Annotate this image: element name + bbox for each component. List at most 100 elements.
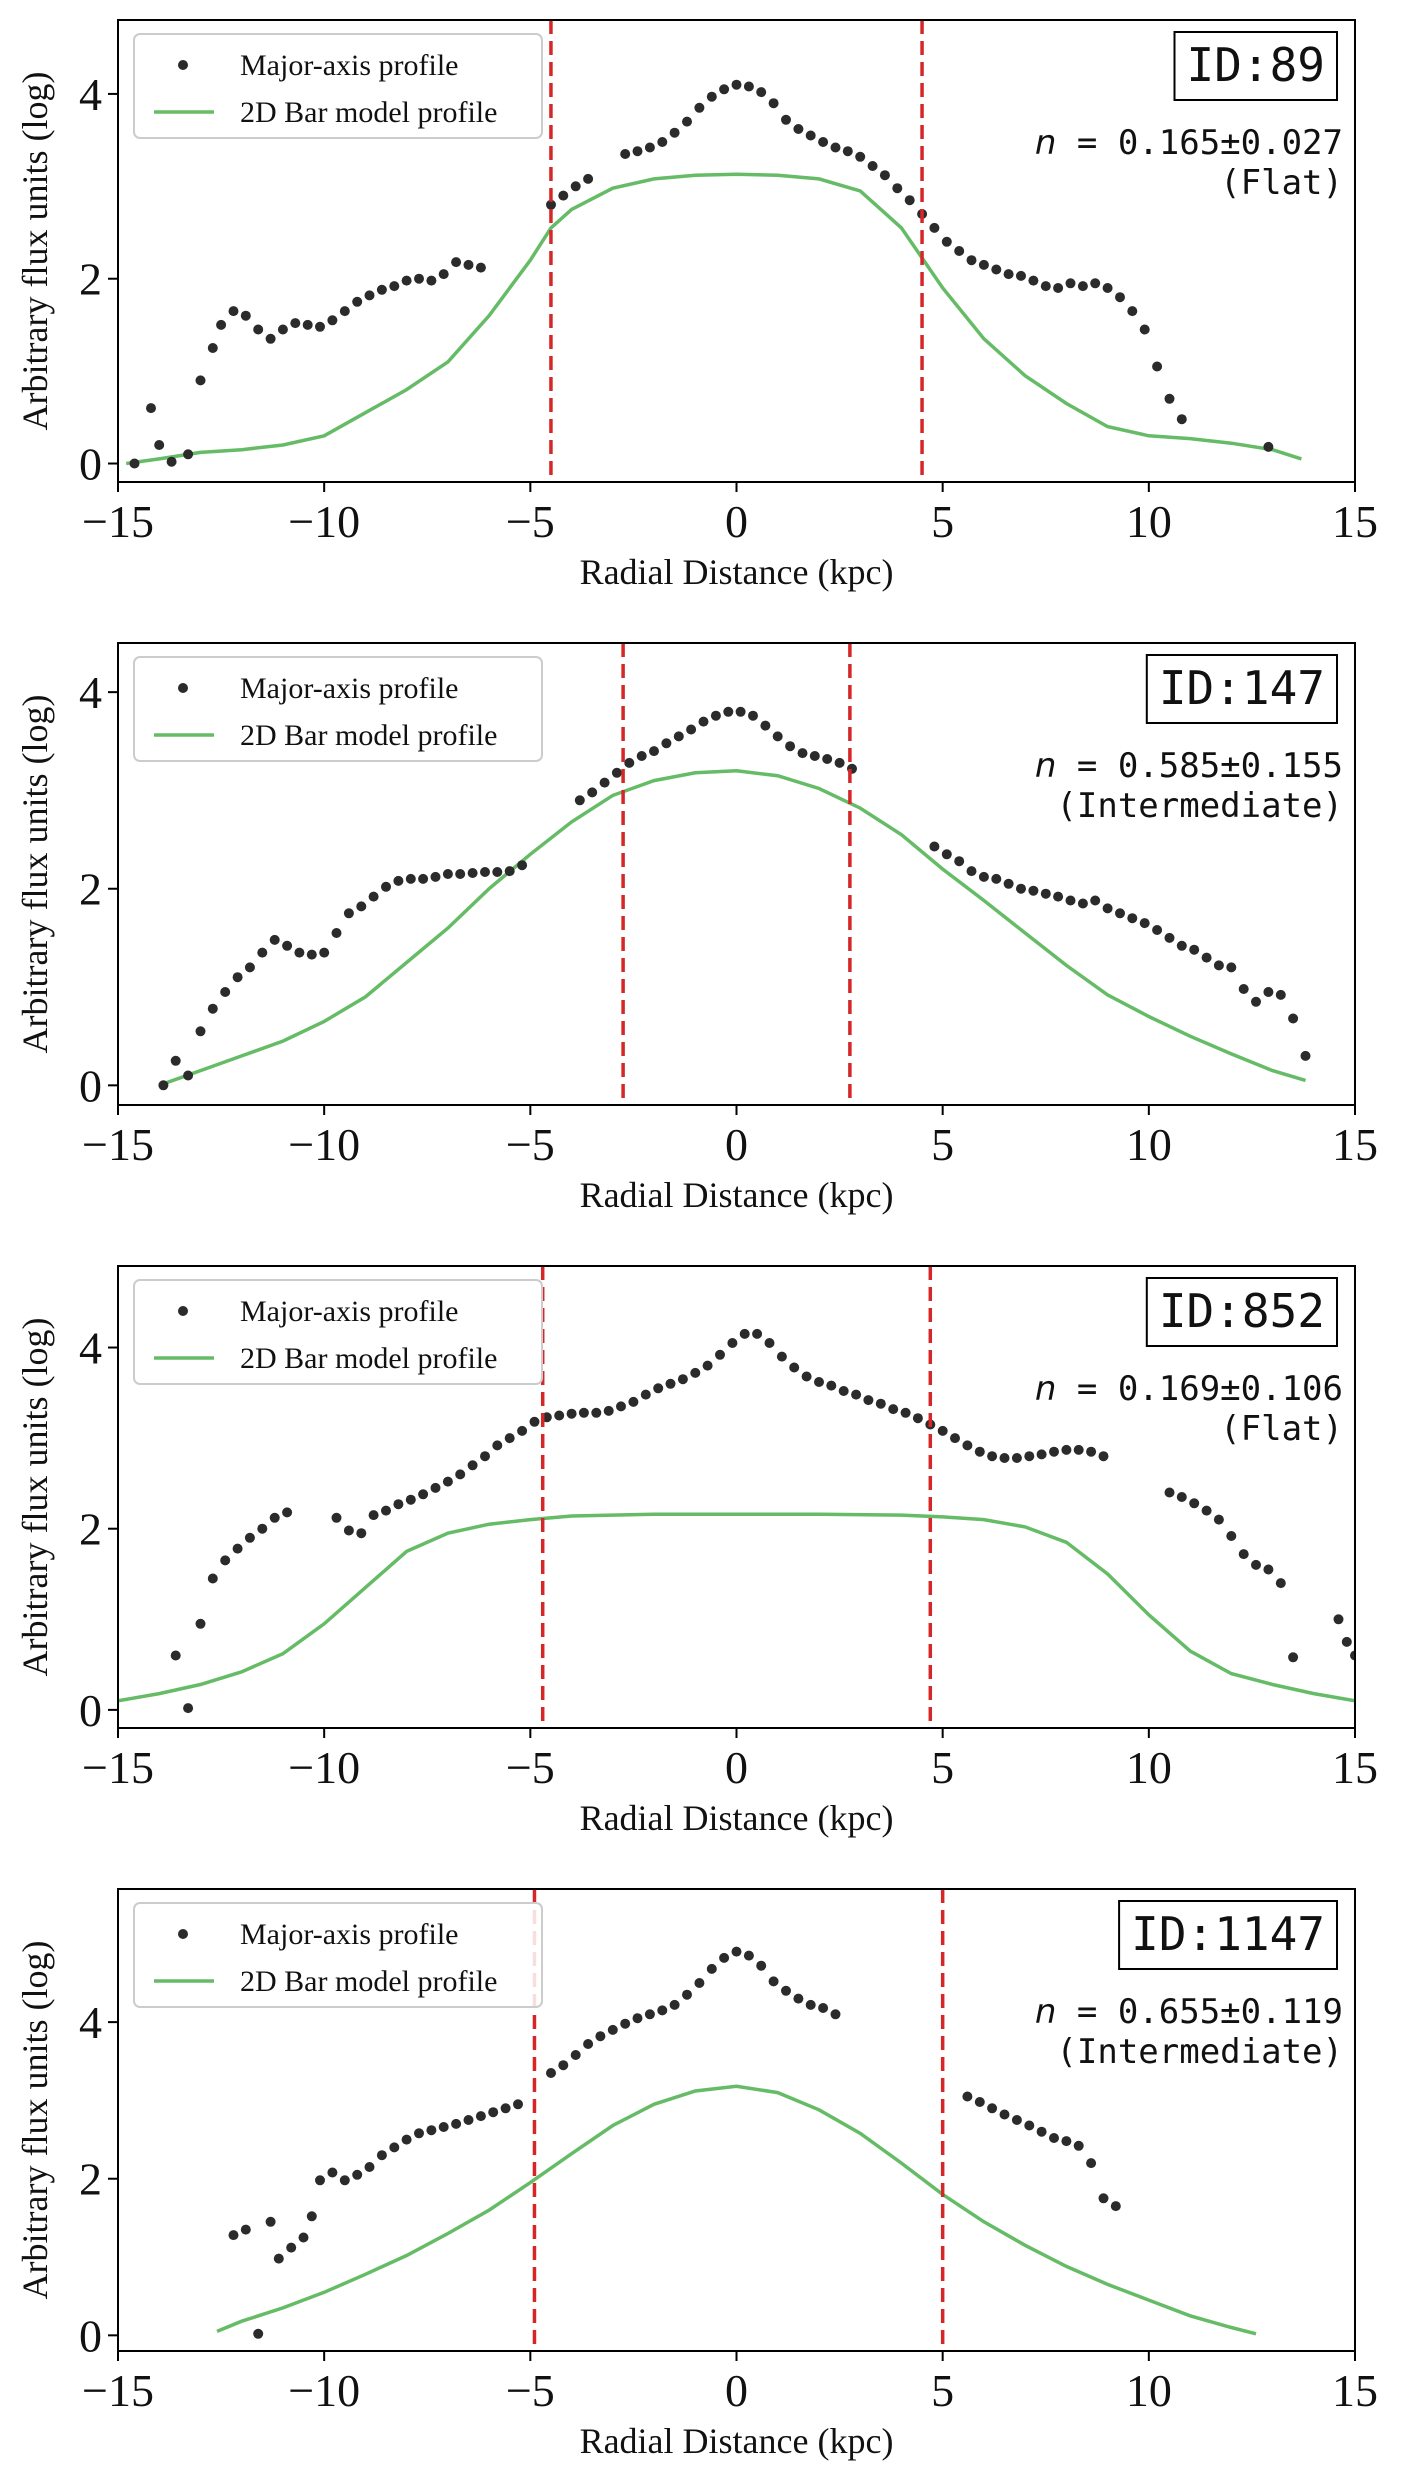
data-point [1238,1549,1249,1560]
data-point [900,1407,911,1418]
data-point [1016,883,1026,894]
data-point [805,130,816,141]
data-point [657,2005,668,2016]
data-point [595,2031,606,2042]
data-point [855,151,866,162]
data-point [1077,281,1088,292]
y-tick-label: 2 [79,2154,102,2205]
data-point [414,2128,424,2139]
data-point [1164,932,1175,943]
data-point [599,777,610,788]
data-point [719,1952,730,1963]
data-point [1341,1636,1352,1647]
data-point [611,767,622,778]
x-axis-label: Radial Distance (kpc) [580,2421,894,2461]
data-point [1263,1564,1274,1575]
data-point [1073,2140,1084,2151]
data-point [1036,1449,1047,1460]
data-point [583,2039,594,2049]
data-point [306,949,317,960]
data-point [628,1396,639,1407]
legend-box [133,33,543,139]
data-point [653,1383,664,1394]
galaxy-id-label: ID:89 [1187,38,1325,92]
data-point [1288,1013,1299,1024]
data-point [669,127,680,138]
data-point [578,1407,589,1418]
chart-panel-2: −15 −10 −5 0 5 10 15 0 2 4 Radial Distance (kpc) Ar… [15,642,1378,1215]
data-point [1251,996,1261,1007]
data-point [1098,1451,1109,1462]
data-point [269,934,280,945]
data-point [405,1494,416,1505]
data-point [851,1389,862,1400]
data-point [830,142,841,153]
data-point [991,264,1002,275]
x-tick-label: 0 [725,496,748,547]
data-point [830,2009,841,2020]
data-point [682,1989,692,2000]
x-axis-label: Radial Distance (kpc) [580,1798,894,1838]
sersic-index-annotation: n = 0.169±0.106 [1035,1369,1343,1409]
data-point [793,1993,804,2004]
data-point [987,1451,998,1462]
data-point [277,324,288,335]
data-point [756,87,767,98]
data-point [640,1389,651,1400]
data-point [929,222,940,233]
data-point [331,1512,342,1523]
data-point [405,873,416,884]
sersic-n-symbol: n [1035,1992,1057,2032]
data-point [1263,441,1274,452]
x-tick-label: −5 [506,1742,555,1793]
data-point [480,1451,490,1462]
bar-class-label: (Intermediate) [1056,2032,1343,2072]
data-point [240,310,251,321]
data-point [207,1003,218,1014]
data-point [418,1489,429,1500]
data-point [504,866,515,877]
data-point [987,2103,998,2114]
y-tick-label: 4 [79,69,102,120]
chart-panel-3: −15 −10 −5 0 5 10 15 0 2 4 Radial Distance (kpc) Ar… [15,1265,1378,1838]
data-point [1028,885,1039,896]
data-point [624,757,635,768]
model-profile-line [216,2084,1257,2336]
sersic-index-annotation: n = 0.585±0.155 [1035,746,1343,786]
data-point [356,1528,367,1539]
data-point [739,1328,750,1339]
legend-label-model: 2D Bar model profile [240,719,497,752]
data-point [793,124,804,134]
data-point [401,2134,412,2145]
x-tick-label: −10 [288,2365,360,2416]
data-point [426,2125,437,2136]
data-point [467,868,478,878]
data-point [451,2118,462,2129]
data-point [1164,1487,1175,1498]
legend-label-model: 2D Bar model profile [240,1342,497,1375]
data-point [376,284,387,295]
sersic-index-annotation: n = 0.655±0.119 [1035,1992,1343,2032]
data-point [154,440,165,450]
data-point [438,269,449,280]
data-point [1333,1614,1344,1625]
sersic-n-symbol: n [1035,123,1057,163]
x-tick-label: 15 [1332,496,1378,547]
data-point [694,1978,705,1988]
y-axis-label: Arbitrary flux units (log) [15,72,55,431]
data-point [1003,878,1014,889]
galaxy-id-box [1145,654,1339,724]
legend: Major-axis profile 2D Bar model profile [133,1279,543,1385]
sersic-n-value: = 0.655±0.119 [1056,1992,1343,2032]
data-point [195,1618,206,1629]
data-point [170,1650,181,1661]
data-point [265,2216,276,2227]
major-axis-profile-points [129,79,1274,469]
data-point [1024,2120,1035,2131]
data-point [1024,1451,1035,1462]
data-point [616,1401,626,1412]
data-point [513,2099,523,2110]
data-point [290,318,301,329]
data-point [731,79,742,90]
data-point [294,947,305,958]
